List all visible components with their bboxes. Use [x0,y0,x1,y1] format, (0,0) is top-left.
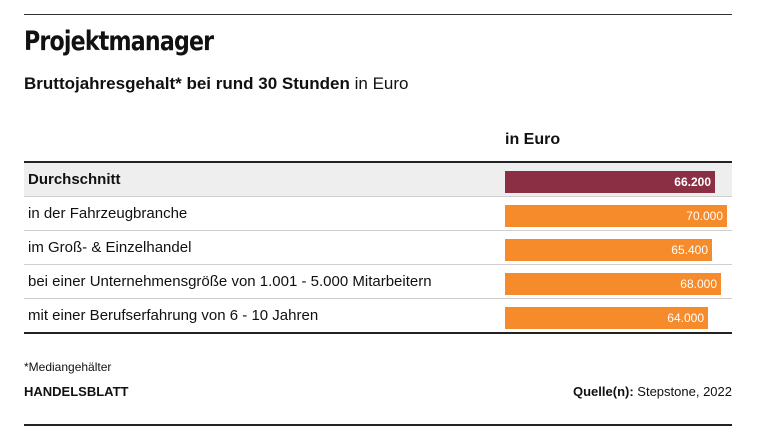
row-label: im Groß- & Einzelhandel [28,239,192,256]
chart-subtitle: Bruttojahresgehalt* bei rund 30 Stunden … [24,74,408,94]
table-row: mit einer Berufserfahrung von 6 - 10 Jah… [24,299,732,332]
table-row: im Groß- & Einzelhandel 65.400 [24,231,732,265]
row-label: Durchschnitt [28,171,121,188]
bar-value-label: 66.200 [674,175,711,189]
bar-average: 66.200 [505,171,715,193]
table-bottom-rule [24,332,732,334]
salary-table: Durchschnitt 66.200 in der Fahrzeugbranche… [24,161,732,334]
table-rows: Durchschnitt 66.200 in der Fahrzeugbranche… [24,163,732,332]
bar: 68.000 [505,273,721,295]
table-top-rule [24,161,732,163]
bar-value-label: 68.000 [680,277,717,291]
source-value: Stepstone, 2022 [637,384,732,399]
chart-title: Projektmanager [24,26,214,57]
bar: 65.400 [505,239,712,261]
subtitle-unit: in Euro [354,74,409,93]
bar-value-label: 65.400 [671,243,708,257]
table-row-average: Durchschnitt 66.200 [24,163,732,197]
source-label: Quelle(n): [573,384,634,399]
bar-value-label: 70.000 [686,209,723,223]
top-rule [24,14,732,15]
table-row: in der Fahrzeugbranche 70.000 [24,197,732,231]
source-note: Quelle(n): Stepstone, 2022 [573,384,732,399]
table-row: bei einer Unternehmensgröße von 1.001 - … [24,265,732,299]
bar: 70.000 [505,205,727,227]
footnote: *Mediangehälter [24,360,112,374]
subtitle-bold: Bruttojahresgehalt* bei rund 30 Stunden [24,74,350,93]
row-label: mit einer Berufserfahrung von 6 - 10 Jah… [28,307,319,324]
bar-value-label: 64.000 [667,311,704,325]
bar: 64.000 [505,307,708,329]
bottom-rule [24,424,732,426]
column-header: in Euro [505,131,561,148]
row-label: in der Fahrzeugbranche [28,205,188,222]
brand-logo-text: HANDELSBLATT [24,384,129,399]
row-label: bei einer Unternehmensgröße von 1.001 - … [28,273,432,290]
